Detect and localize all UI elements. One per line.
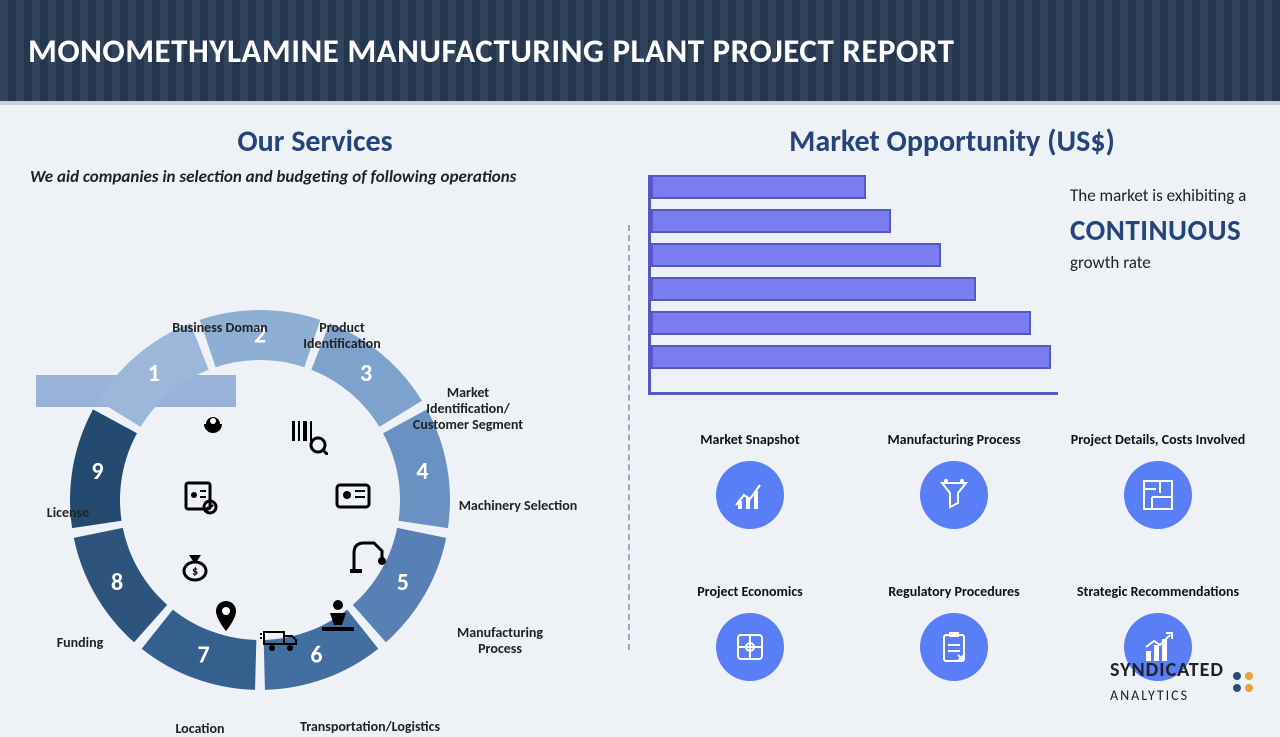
market-bar-1 [651, 175, 866, 199]
wheel-label-4: Machinery Selection [458, 498, 578, 514]
wheel-number-9: 9 [91, 457, 103, 486]
barcode-icon [288, 415, 328, 455]
market-bar-3 [651, 243, 941, 267]
feature-3: Project Economics [648, 567, 852, 681]
wheel-label-7: Location [140, 721, 260, 737]
wheel-label-6: Transportation/Logistics [300, 719, 420, 735]
market-bar-5 [651, 311, 1031, 335]
feature-4: Regulatory Procedures [852, 567, 1056, 681]
right-panel: Market Opportunity (US$) The market is e… [620, 105, 1280, 720]
truck-icon [260, 618, 300, 658]
wheel-number-6: 6 [310, 641, 322, 670]
market-bar-4 [651, 277, 976, 301]
feature-label-2: Project Details, Costs Involved [1056, 415, 1260, 449]
wheel-label-8: Funding [20, 635, 140, 651]
svg-text:$: $ [192, 565, 198, 579]
feature-label-5: Strategic Recommendations [1056, 567, 1260, 601]
robot-icon [348, 535, 388, 575]
wheel-number-7: 7 [197, 641, 209, 670]
page-title: MONOMETHYLAMINE MANUFACTURING PLANT PROJ… [28, 31, 954, 71]
wheel-label-9: License [8, 505, 128, 521]
feature-label-3: Project Economics [648, 567, 852, 601]
market-bar-chart [648, 175, 1058, 395]
services-title: Our Services [30, 123, 600, 160]
growth-line1: The market is exhibiting a [1070, 185, 1270, 206]
head-icon [195, 410, 235, 450]
wheel-label-1: Business Doman [160, 320, 280, 336]
logo-bold: SYNDICATED [1110, 658, 1224, 682]
growth-line2: CONTINUOUS [1070, 212, 1270, 248]
clipboard-icon [920, 613, 988, 681]
market-title: Market Opportunity (US$) [648, 123, 1256, 160]
wheel-number-1: 1 [148, 359, 160, 388]
wheel-label-2: Product Identification [282, 320, 402, 352]
feature-label-4: Regulatory Procedures [852, 567, 1056, 601]
puzzle-icon [716, 613, 784, 681]
feature-0: Market Snapshot [648, 415, 852, 529]
maze-icon [1124, 461, 1192, 529]
feature-label-0: Market Snapshot [648, 415, 852, 449]
feature-grid: Market SnapshotManufacturing ProcessProj… [648, 415, 1260, 681]
wheel-number-3: 3 [360, 359, 372, 388]
services-subtitle: We aid companies in selection and budget… [30, 166, 600, 188]
logo-dots-icon [1230, 669, 1256, 695]
growth-line3: growth rate [1070, 252, 1270, 273]
brand-logo: SYNDICATED ANALYTICS [1110, 658, 1256, 706]
wheel-number-5: 5 [397, 568, 409, 597]
logo-thin: ANALYTICS [1110, 687, 1189, 704]
wheel-label-5: Manufacturing Process [440, 625, 560, 657]
header-banner: MONOMETHYLAMINE MANUFACTURING PLANT PROJ… [0, 0, 1280, 105]
left-panel: Our Services We aid companies in selecti… [0, 105, 620, 720]
market-bar-6 [651, 345, 1051, 369]
wheel-number-4: 4 [416, 457, 428, 486]
money-icon: $ [175, 543, 215, 583]
license-icon [180, 475, 220, 515]
feature-2: Project Details, Costs Involved [1056, 415, 1260, 529]
wheel-number-8: 8 [111, 568, 123, 597]
market-bar-2 [651, 209, 891, 233]
funnel-icon [920, 461, 988, 529]
pin-icon [206, 597, 246, 637]
idcard-icon [333, 475, 373, 515]
feature-1: Manufacturing Process [852, 415, 1056, 529]
chartline-icon [716, 461, 784, 529]
content: Our Services We aid companies in selecti… [0, 105, 1280, 720]
growth-callout: The market is exhibiting a CONTINUOUS gr… [1070, 185, 1270, 273]
feature-label-1: Manufacturing Process [852, 415, 1056, 449]
wheel-label-3: Market Identification/ Customer Segment [408, 385, 528, 433]
worker-icon [318, 595, 358, 635]
